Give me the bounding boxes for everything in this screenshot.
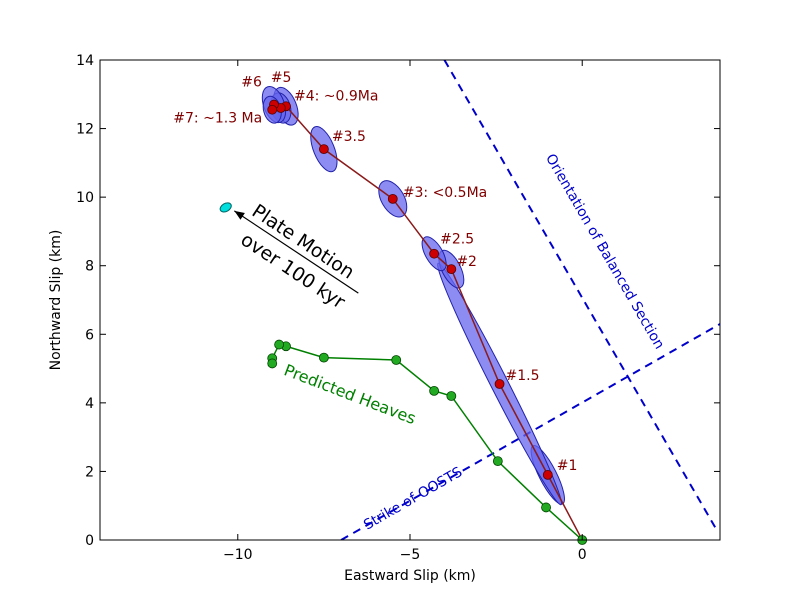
y-tick-label: 6: [85, 327, 94, 343]
x-tick-label: −5: [400, 547, 421, 563]
predicted-point: [267, 358, 278, 369]
point-label: #3.5: [332, 129, 366, 145]
plate-motion-point: [219, 202, 232, 213]
dashed-line-1: [443, 60, 718, 531]
observed-point: [318, 144, 329, 155]
y-tick-label: 0: [85, 533, 94, 549]
y-tick-label: 10: [76, 190, 94, 206]
plot-area: [100, 60, 720, 540]
predicted-point: [391, 355, 402, 365]
x-axis-label: Eastward Slip (km): [344, 568, 476, 584]
point-label: #6: [241, 75, 262, 91]
observed-point: [429, 248, 440, 259]
point-label: #2.5: [440, 232, 474, 248]
point-label: #3: <0.5Ma: [403, 185, 487, 201]
predicted-point: [274, 339, 285, 350]
x-tick-label: 0: [578, 547, 587, 563]
observed-point: [267, 104, 278, 115]
predicted-point: [541, 502, 551, 513]
x-tick-label: −10: [223, 547, 253, 563]
point-label: #5: [271, 70, 292, 86]
predicted-point: [318, 352, 329, 363]
point-label: #1: [557, 458, 578, 474]
dashed-line-2: [340, 323, 720, 540]
point-label: #7: ~1.3 Ma: [173, 111, 262, 127]
y-tick-label: 8: [85, 259, 94, 275]
observed-point: [446, 264, 457, 275]
y-tick-label: 2: [85, 464, 94, 480]
predicted-point: [446, 391, 457, 401]
point-label: #2: [456, 254, 477, 270]
point-label: #1.5: [506, 368, 540, 384]
y-tick-label: 14: [76, 53, 94, 69]
plot-frame: [99, 59, 721, 541]
y-tick-label: 4: [85, 396, 94, 412]
observed-point: [387, 193, 398, 204]
point-label: #4: ~0.9Ma: [294, 88, 378, 104]
plate-motion-arrow-head: [234, 210, 245, 220]
observed-point: [494, 379, 505, 389]
y-axis-label: Northward Slip (km): [48, 230, 64, 371]
plate-motion-arrow-line: [234, 210, 359, 294]
y-tick-label: 12: [76, 122, 94, 138]
observed-point: [542, 469, 553, 480]
predicted-point: [429, 385, 440, 396]
predicted-point: [492, 456, 503, 467]
